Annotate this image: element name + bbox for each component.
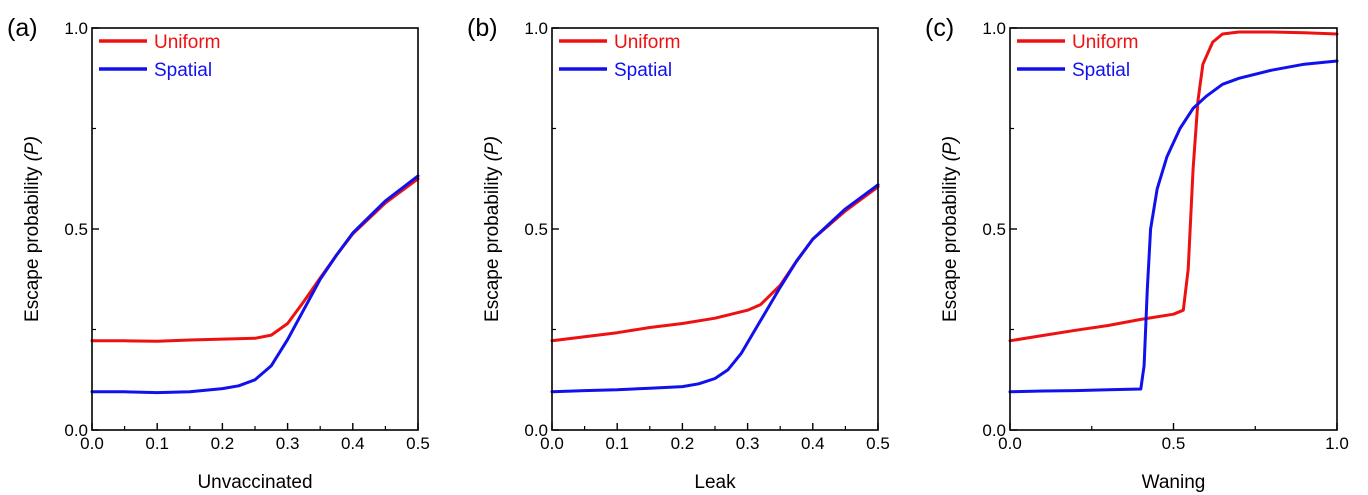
legend-label-uniform: Uniform <box>614 32 681 53</box>
x-tick-label: 0.5 <box>406 434 430 453</box>
y-axis-title-text: Escape probability <box>940 161 961 322</box>
x-tick-label: 0.4 <box>801 434 825 453</box>
legend-label-spatial: Spatial <box>154 60 212 81</box>
x-tick-label: 0.3 <box>276 434 300 453</box>
series-line-uniform <box>1010 32 1337 341</box>
legend-label-spatial: Spatial <box>1072 60 1130 81</box>
x-axis-title: Unvaccinated <box>197 472 312 493</box>
x-tick-label: 1.0 <box>1325 434 1349 453</box>
series-line-uniform <box>92 179 418 341</box>
panel-label: (a) <box>7 14 38 42</box>
y-tick-label: 0.0 <box>64 421 88 440</box>
series-line-spatial <box>552 185 878 392</box>
y-axis-title: Escape probability (P) <box>940 136 961 322</box>
x-tick-label: 0.4 <box>341 434 365 453</box>
series-line-spatial <box>92 176 418 393</box>
x-axis-title: Waning <box>1142 472 1206 493</box>
y-tick-label: 1.0 <box>982 19 1006 38</box>
panel-label: (b) <box>467 14 498 42</box>
y-tick-label: 1.0 <box>64 19 88 38</box>
y-axis-title-text: Escape probability <box>482 161 503 322</box>
y-tick-label: 1.0 <box>524 19 548 38</box>
series-line-spatial <box>1010 61 1337 392</box>
x-tick-label: 0.5 <box>866 434 890 453</box>
legend-label-uniform: Uniform <box>154 32 221 53</box>
legend-label-uniform: Uniform <box>1072 32 1139 53</box>
y-axis-title: Escape probability (P) <box>482 136 503 322</box>
y-axis-title: Escape probability (P) <box>22 136 43 322</box>
chart-panel-1: 0.0 0.1 0.2 0.3 0.4 0.50.00.51.0UnvaccinatedE… <box>7 14 430 493</box>
y-tick-label: 0.5 <box>64 220 88 239</box>
y-axis-title-variable: (P) <box>22 136 43 161</box>
panel-label: (c) <box>925 14 954 42</box>
plot-frame <box>552 28 878 430</box>
y-tick-label: 0.5 <box>982 220 1006 239</box>
y-tick-label: 0.0 <box>524 421 548 440</box>
x-tick-label: 0.5 <box>1162 434 1186 453</box>
y-axis-title-variable: (P) <box>482 136 503 161</box>
legend-label-spatial: Spatial <box>614 60 672 81</box>
y-tick-label: 0.0 <box>982 421 1006 440</box>
series-line-uniform <box>552 187 878 341</box>
y-axis-title-text: Escape probability <box>22 161 43 322</box>
x-tick-label: 0.2 <box>671 434 695 453</box>
plot-frame <box>1010 28 1337 430</box>
y-tick-label: 0.5 <box>524 220 548 239</box>
y-axis-title-variable: (P) <box>940 136 961 161</box>
x-tick-label: 0.2 <box>211 434 235 453</box>
x-tick-label: 0.1 <box>145 434 169 453</box>
plot-frame <box>92 28 418 430</box>
x-axis-title: Leak <box>694 472 736 493</box>
x-tick-label: 0.3 <box>736 434 760 453</box>
x-tick-label: 0.1 <box>605 434 629 453</box>
